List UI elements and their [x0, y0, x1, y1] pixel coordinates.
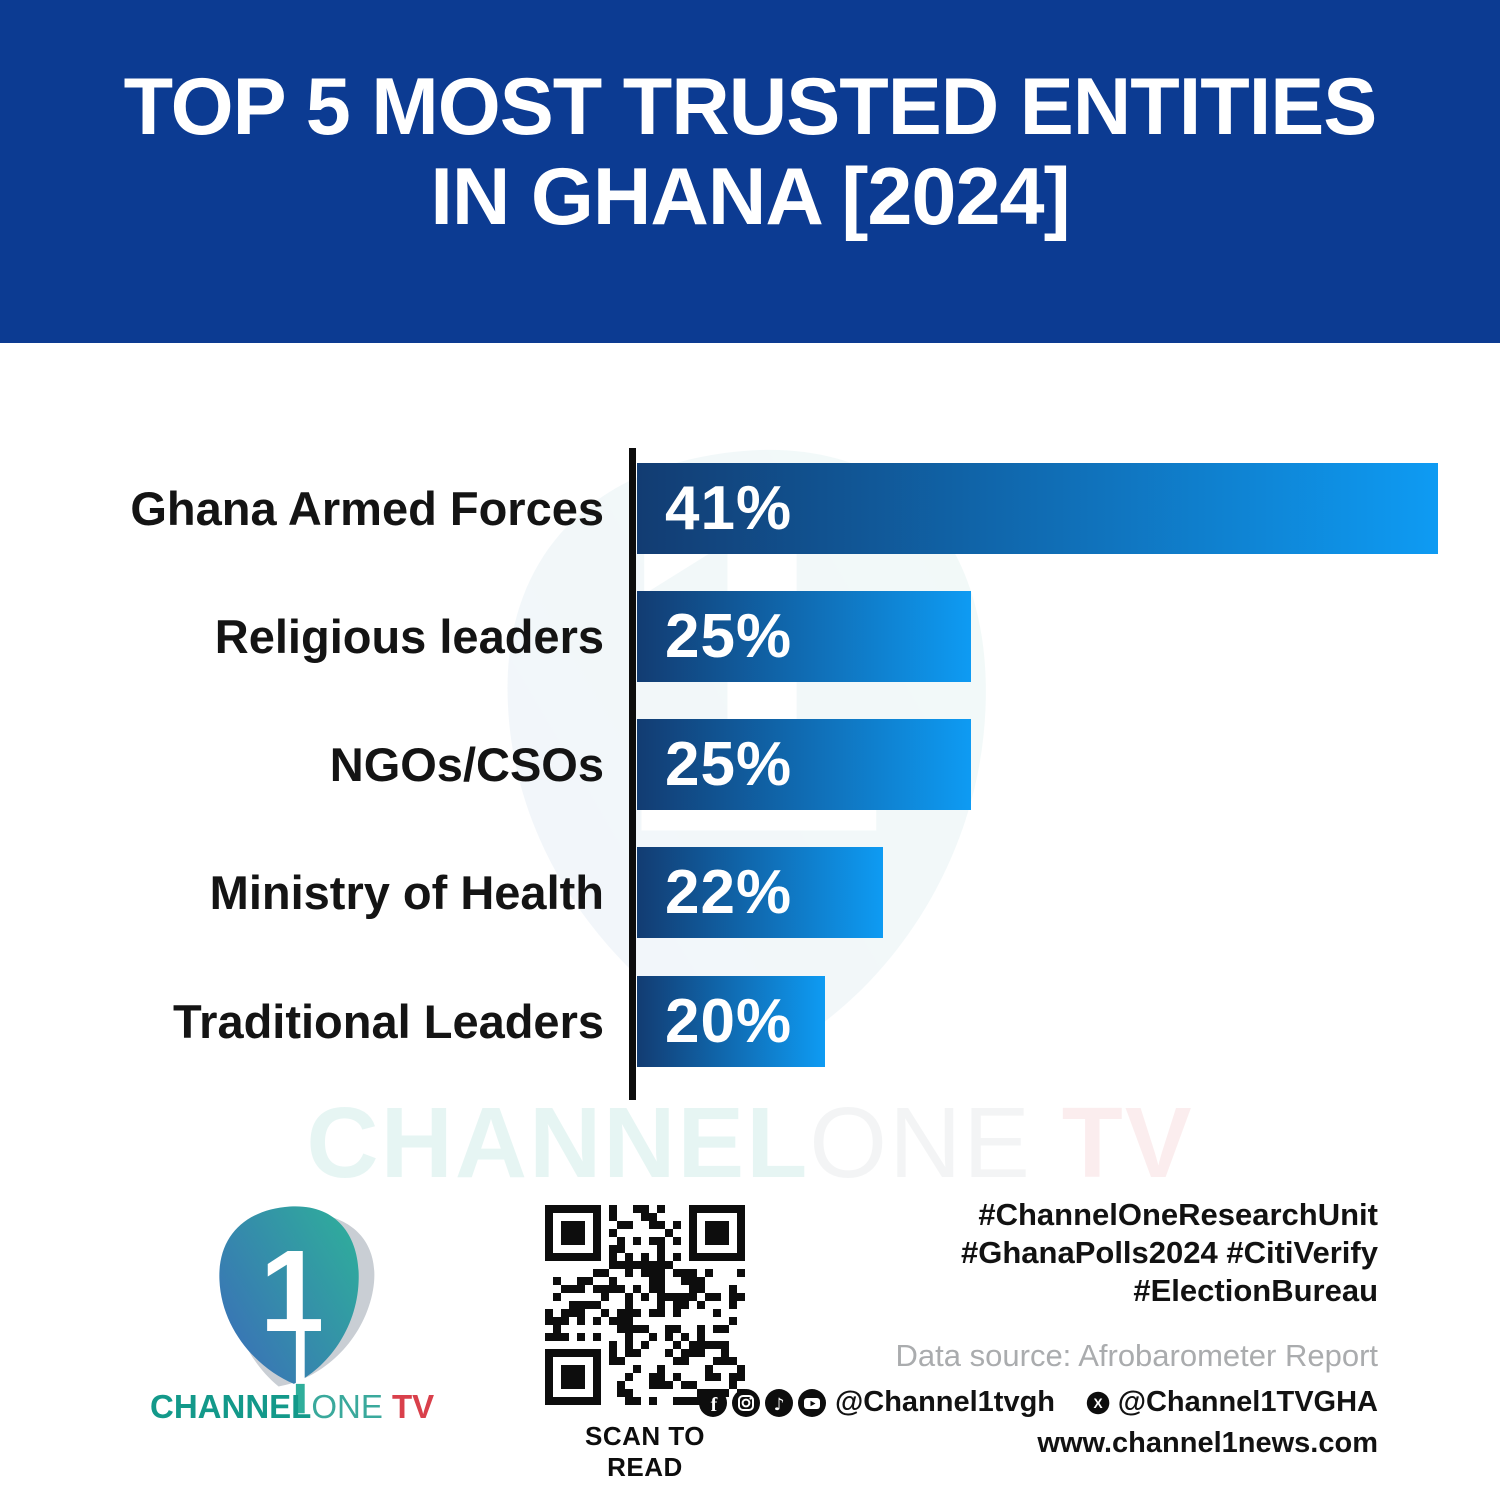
bar: 25% [637, 719, 971, 810]
watermark-one: ONE [809, 1087, 1032, 1199]
category-label: Traditional Leaders [173, 995, 604, 1048]
chart-row: Traditional Leaders 20% [0, 976, 1500, 1067]
chart-axis-line [629, 448, 636, 1100]
svg-text:1: 1 [260, 1226, 324, 1356]
watermark-channel: CHANNEL [306, 1087, 810, 1199]
youtube-icon [798, 1388, 826, 1417]
bar-value-label: 41% [665, 474, 793, 543]
hashtag-line-1: #ChannelOneResearchUnit [978, 1197, 1378, 1232]
svg-text:X: X [1093, 1396, 1102, 1411]
social-handle-main: @Channel1tvgh [835, 1386, 1056, 1418]
category-label: Ministry of Health [209, 866, 604, 919]
hashtag-line-2: #GhanaPolls2024 #CitiVerify [961, 1235, 1378, 1270]
logo-mark: 1 [219, 1206, 375, 1414]
category-label: Ghana Armed Forces [130, 482, 604, 535]
header-banner: TOP 5 MOST TRUSTED ENTITIES IN GHANA [20… [0, 0, 1500, 343]
x-icon: X [1086, 1391, 1109, 1414]
category-label: NGOs/CSOs [329, 738, 604, 791]
bar-value-label: 25% [665, 602, 793, 671]
data-source-note: Data source: Afrobarometer Report [895, 1338, 1378, 1373]
brand-tv: TV [382, 1388, 435, 1425]
page-title: TOP 5 MOST TRUSTED ENTITIES IN GHANA [20… [0, 62, 1500, 242]
category-label: Religious leaders [214, 610, 604, 663]
bar-value-label: 22% [665, 858, 793, 927]
social-icon-cluster: f ♪ [698, 1388, 827, 1418]
svg-text:f: f [711, 1394, 718, 1416]
website-url: www.channel1news.com [1037, 1427, 1378, 1459]
hashtag-line-3: #ElectionBureau [1133, 1273, 1378, 1308]
facebook-icon: f [699, 1388, 727, 1417]
bar: 20% [637, 976, 825, 1067]
instagram-icon [732, 1388, 760, 1417]
qr-caption: SCAN TO READ [584, 1421, 706, 1482]
qr-code [545, 1205, 745, 1405]
social-row: f ♪ @Channel1tvgh [698, 1386, 1378, 1419]
title-line-1: TOP 5 MOST TRUSTED ENTITIES [123, 62, 1378, 152]
bar: 41% [637, 463, 1438, 554]
brand-one: ONE [311, 1388, 383, 1425]
tiktok-icon: ♪ [765, 1388, 793, 1417]
chart-row: Religious leaders 25% [0, 591, 1500, 682]
bar-value-label: 20% [665, 987, 793, 1056]
svg-text:♪: ♪ [774, 1395, 785, 1415]
title-line-2: IN GHANA [2024] [430, 152, 1070, 242]
bar-value-label: 25% [665, 730, 793, 799]
footer-right-block: #ChannelOneResearchUnit #GhanaPolls2024 … [698, 1196, 1378, 1460]
bar: 22% [637, 847, 883, 938]
logo-wordmark: CHANNELONE TV [150, 1388, 434, 1426]
chart-row: Ministry of Health 22% [0, 847, 1500, 938]
chart-row: Ghana Armed Forces 41% [0, 463, 1500, 554]
chart-row: NGOs/CSOs 25% [0, 719, 1500, 810]
channel-one-logo: 1 CHANNELONE TV [150, 1186, 434, 1476]
qr-section: SCAN TO READ [545, 1205, 745, 1482]
social-handle-x: @Channel1TVGHA [1117, 1386, 1378, 1418]
brand-channel: CHANNEL [150, 1388, 312, 1425]
bar: 25% [637, 591, 971, 682]
channel-watermark-text: CHANNELONE TV [0, 1086, 1500, 1201]
watermark-tv: TV [1032, 1087, 1194, 1199]
